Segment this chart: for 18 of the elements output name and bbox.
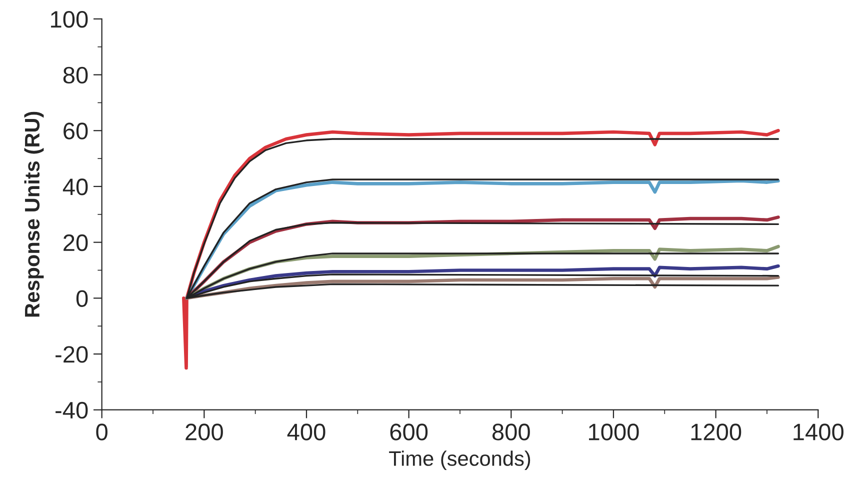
x-axis-title: Time (seconds) (389, 450, 530, 470)
y-tick-label: -20 (56, 346, 88, 363)
x-tick-label: 400 (287, 424, 326, 440)
y-tick-label: 40 (62, 178, 88, 196)
x-tick-label: 1200 (691, 424, 742, 440)
y-tick-label: -40 (56, 402, 88, 419)
y-tick-label: 100 (51, 10, 88, 28)
x-tick-label: 1400 (794, 424, 844, 440)
x-tick-label: 1000 (589, 424, 639, 440)
x-tick-label: 800 (492, 424, 530, 440)
y-tick-label: 80 (63, 66, 88, 84)
y-axis-title: Response Units (RU) (24, 112, 44, 317)
x-tick-label: 0 (96, 424, 108, 440)
x-tick-label: 200 (186, 424, 223, 440)
y-tick-label: 0 (76, 290, 88, 307)
y-tick-label: 20 (64, 234, 88, 252)
y-tick-label: 60 (64, 122, 88, 140)
x-tick-label: 600 (390, 424, 428, 440)
